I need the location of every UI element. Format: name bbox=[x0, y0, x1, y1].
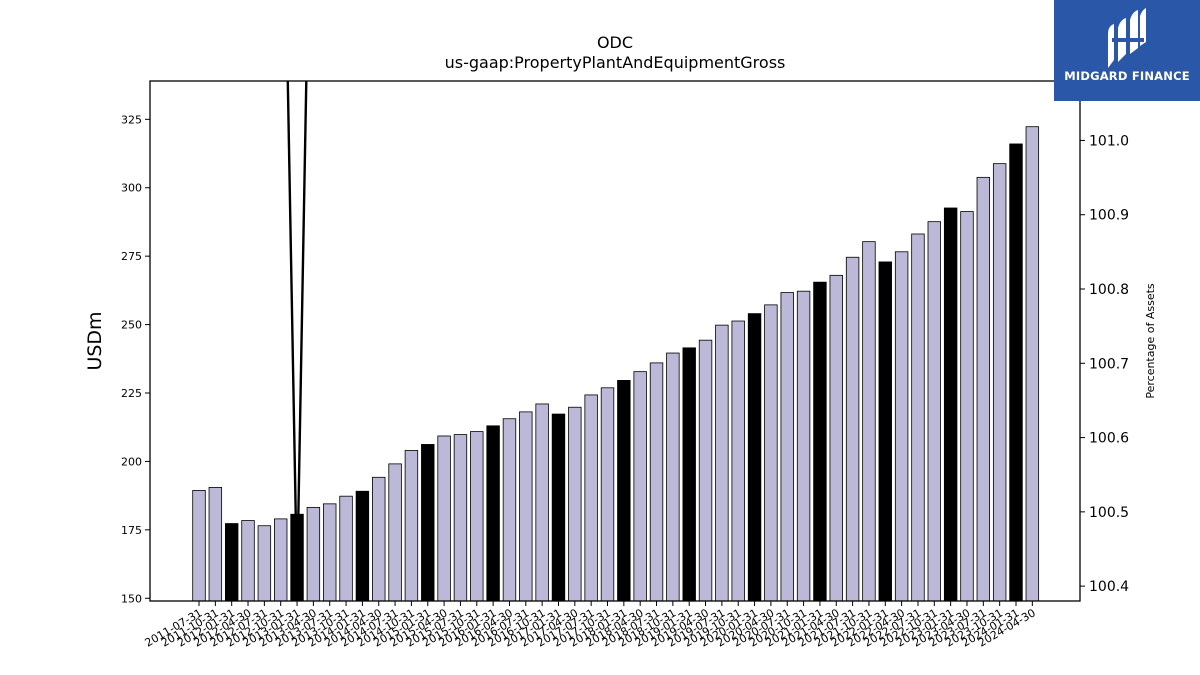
bar bbox=[698, 339, 713, 601]
bar bbox=[323, 503, 337, 601]
bar bbox=[666, 352, 680, 601]
y2-tick-label: 101.0 bbox=[1089, 133, 1129, 149]
y2-tick-label: 100.8 bbox=[1089, 282, 1129, 298]
bar bbox=[943, 207, 958, 601]
bar bbox=[927, 221, 942, 601]
bar bbox=[731, 320, 745, 601]
bar bbox=[813, 281, 827, 601]
bar bbox=[372, 476, 386, 601]
bar bbox=[633, 371, 647, 601]
bar bbox=[273, 518, 288, 601]
y-tick-label: 275 bbox=[121, 250, 142, 263]
plot-frame bbox=[149, 80, 1081, 602]
y-axis-left: 150 175 200 225 250 275 300 325 bbox=[121, 113, 150, 605]
bar bbox=[568, 406, 582, 601]
bar bbox=[421, 444, 435, 601]
y-axis-label: USDm bbox=[84, 311, 106, 370]
y-tick-label: 250 bbox=[121, 319, 142, 332]
bar bbox=[339, 495, 353, 601]
bar bbox=[388, 463, 402, 601]
y2-tick-label: 100.7 bbox=[1089, 356, 1129, 372]
bar bbox=[845, 256, 860, 601]
bar bbox=[437, 435, 451, 601]
y-tick-label: 175 bbox=[121, 524, 142, 537]
bar bbox=[453, 434, 468, 601]
bar bbox=[911, 233, 925, 601]
bar bbox=[829, 274, 843, 601]
bars bbox=[192, 126, 1040, 601]
bar bbox=[878, 261, 892, 601]
bar bbox=[796, 290, 811, 601]
bar bbox=[715, 324, 729, 601]
bar bbox=[551, 413, 566, 601]
bar bbox=[649, 362, 664, 601]
bar bbox=[862, 241, 876, 601]
bar bbox=[486, 425, 500, 601]
y-tick-label: 150 bbox=[121, 592, 142, 605]
bar bbox=[894, 251, 909, 601]
bar bbox=[404, 450, 419, 601]
percentage-line-path bbox=[286, 81, 308, 587]
bar bbox=[780, 292, 794, 601]
percentage-line bbox=[286, 81, 308, 587]
bar bbox=[519, 411, 533, 601]
bar bbox=[682, 347, 696, 601]
y2-axis-label: Percentage of Assets bbox=[1144, 283, 1157, 399]
y2-tick-label: 100.9 bbox=[1089, 208, 1129, 224]
bar bbox=[355, 490, 370, 601]
logo-text: MIDGARD FINANCE bbox=[1064, 69, 1190, 83]
bar bbox=[306, 506, 321, 601]
bar bbox=[747, 313, 762, 601]
y2-tick-label: 100.4 bbox=[1089, 579, 1129, 595]
bar bbox=[535, 403, 549, 601]
bar bbox=[992, 163, 1007, 601]
y-axis-right: 100.4 100.5 100.6 100.7 100.8 100.9 101.0 bbox=[1080, 133, 1129, 595]
bar bbox=[241, 520, 255, 601]
y-tick-label: 325 bbox=[121, 113, 142, 126]
bar bbox=[976, 176, 991, 601]
bar bbox=[600, 387, 615, 601]
bar bbox=[192, 490, 206, 601]
midgard-finance-logo: MIDGARD FINANCE bbox=[1054, 0, 1200, 101]
y-tick-label: 300 bbox=[121, 182, 142, 195]
bar bbox=[1009, 143, 1023, 601]
x-axis: 2011-07-312011-10-312012-01-312012-04-30… bbox=[143, 601, 1038, 650]
bar bbox=[584, 394, 598, 601]
chart-subtitle: us-gaap:PropertyPlantAndEquipmentGross bbox=[445, 53, 786, 72]
bar bbox=[257, 525, 272, 601]
bar bbox=[617, 380, 631, 601]
y2-tick-label: 100.5 bbox=[1089, 505, 1129, 521]
bar bbox=[1025, 126, 1040, 601]
chart-title: ODC bbox=[597, 33, 633, 52]
bar bbox=[764, 304, 778, 601]
bar bbox=[208, 487, 223, 601]
midgard-logo-icon bbox=[1108, 8, 1146, 68]
y-tick-label: 200 bbox=[121, 455, 142, 468]
bar bbox=[470, 431, 484, 601]
y2-tick-label: 100.6 bbox=[1089, 431, 1129, 447]
y-tick-label: 225 bbox=[121, 387, 142, 400]
bar bbox=[502, 418, 517, 601]
bar bbox=[224, 523, 239, 601]
bar bbox=[960, 211, 974, 601]
